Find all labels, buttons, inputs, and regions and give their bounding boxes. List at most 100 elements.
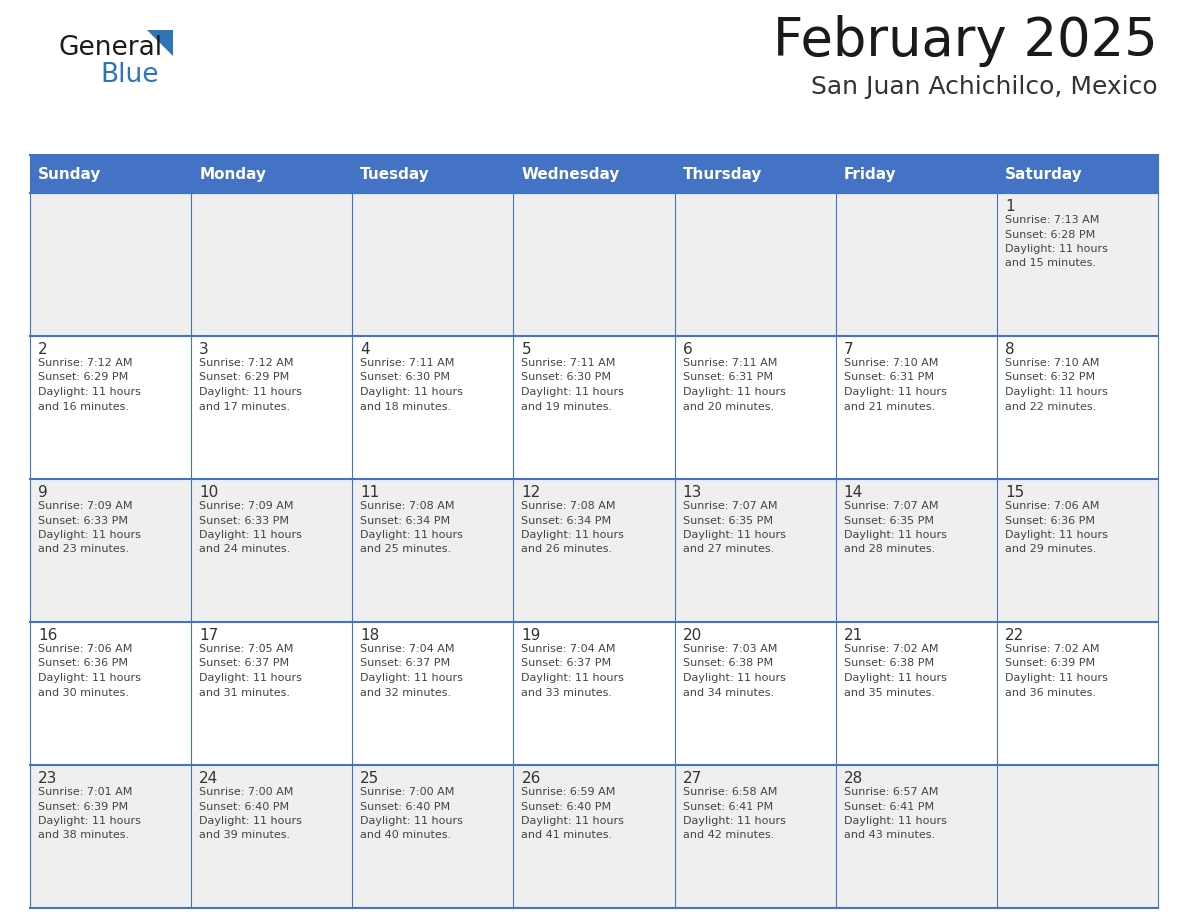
Text: Sunset: 6:30 PM: Sunset: 6:30 PM xyxy=(522,373,612,383)
Text: 23: 23 xyxy=(38,771,57,786)
Text: Daylight: 11 hours: Daylight: 11 hours xyxy=(683,387,785,397)
Bar xyxy=(191,479,353,622)
Text: and 39 minutes.: and 39 minutes. xyxy=(200,831,290,841)
Bar xyxy=(30,336,191,479)
Text: Daylight: 11 hours: Daylight: 11 hours xyxy=(843,673,947,683)
Text: Blue: Blue xyxy=(100,62,158,88)
Bar xyxy=(997,479,1158,622)
Text: Sunrise: 7:09 AM: Sunrise: 7:09 AM xyxy=(200,501,293,511)
Text: Sunset: 6:40 PM: Sunset: 6:40 PM xyxy=(200,801,289,812)
Text: Sunrise: 7:10 AM: Sunrise: 7:10 AM xyxy=(843,358,939,368)
Text: Sunrise: 7:00 AM: Sunrise: 7:00 AM xyxy=(200,787,293,797)
Text: Sunset: 6:28 PM: Sunset: 6:28 PM xyxy=(1005,230,1095,240)
Bar xyxy=(835,193,997,336)
Text: and 34 minutes.: and 34 minutes. xyxy=(683,688,773,698)
Text: 7: 7 xyxy=(843,342,853,357)
Text: Sunrise: 7:11 AM: Sunrise: 7:11 AM xyxy=(522,358,615,368)
Bar xyxy=(513,765,675,908)
Text: Tuesday: Tuesday xyxy=(360,166,430,182)
Text: and 29 minutes.: and 29 minutes. xyxy=(1005,544,1097,554)
Text: and 35 minutes.: and 35 minutes. xyxy=(843,688,935,698)
Bar xyxy=(675,765,835,908)
Text: Daylight: 11 hours: Daylight: 11 hours xyxy=(38,530,141,540)
Text: 9: 9 xyxy=(38,485,48,500)
Text: 1: 1 xyxy=(1005,199,1015,214)
Text: San Juan Achichilco, Mexico: San Juan Achichilco, Mexico xyxy=(811,75,1158,99)
Text: Daylight: 11 hours: Daylight: 11 hours xyxy=(522,387,625,397)
Text: Sunset: 6:29 PM: Sunset: 6:29 PM xyxy=(38,373,128,383)
Bar xyxy=(353,193,513,336)
Text: Sunset: 6:37 PM: Sunset: 6:37 PM xyxy=(360,658,450,668)
Text: Daylight: 11 hours: Daylight: 11 hours xyxy=(38,816,141,826)
Text: Sunset: 6:40 PM: Sunset: 6:40 PM xyxy=(360,801,450,812)
Text: and 20 minutes.: and 20 minutes. xyxy=(683,401,773,411)
Text: and 32 minutes.: and 32 minutes. xyxy=(360,688,451,698)
Bar xyxy=(675,193,835,336)
Text: and 23 minutes.: and 23 minutes. xyxy=(38,544,129,554)
Text: and 33 minutes.: and 33 minutes. xyxy=(522,688,613,698)
Text: Sunset: 6:39 PM: Sunset: 6:39 PM xyxy=(38,801,128,812)
Text: and 22 minutes.: and 22 minutes. xyxy=(1005,401,1097,411)
Text: 6: 6 xyxy=(683,342,693,357)
Text: Daylight: 11 hours: Daylight: 11 hours xyxy=(200,673,302,683)
Bar xyxy=(835,622,997,765)
Text: Sunrise: 7:10 AM: Sunrise: 7:10 AM xyxy=(1005,358,1099,368)
Text: and 27 minutes.: and 27 minutes. xyxy=(683,544,773,554)
Text: Wednesday: Wednesday xyxy=(522,166,620,182)
Bar xyxy=(513,479,675,622)
Bar xyxy=(30,622,191,765)
Text: Sunset: 6:33 PM: Sunset: 6:33 PM xyxy=(38,516,128,525)
Text: 16: 16 xyxy=(38,628,57,643)
Text: Daylight: 11 hours: Daylight: 11 hours xyxy=(360,387,463,397)
Text: Daylight: 11 hours: Daylight: 11 hours xyxy=(200,387,302,397)
Text: Sunrise: 7:11 AM: Sunrise: 7:11 AM xyxy=(683,358,777,368)
Text: Sunset: 6:41 PM: Sunset: 6:41 PM xyxy=(843,801,934,812)
Bar xyxy=(997,336,1158,479)
Bar xyxy=(997,622,1158,765)
Text: Daylight: 11 hours: Daylight: 11 hours xyxy=(522,673,625,683)
Bar xyxy=(513,622,675,765)
Text: Daylight: 11 hours: Daylight: 11 hours xyxy=(1005,387,1107,397)
Text: Sunset: 6:34 PM: Sunset: 6:34 PM xyxy=(360,516,450,525)
Text: Friday: Friday xyxy=(843,166,896,182)
Text: Sunrise: 6:58 AM: Sunrise: 6:58 AM xyxy=(683,787,777,797)
Text: Daylight: 11 hours: Daylight: 11 hours xyxy=(1005,244,1107,254)
Bar xyxy=(353,622,513,765)
Bar xyxy=(353,336,513,479)
Bar xyxy=(191,622,353,765)
Text: Daylight: 11 hours: Daylight: 11 hours xyxy=(843,816,947,826)
Bar xyxy=(191,336,353,479)
Bar xyxy=(513,336,675,479)
Text: General: General xyxy=(58,35,162,61)
Text: and 21 minutes.: and 21 minutes. xyxy=(843,401,935,411)
Bar xyxy=(513,193,675,336)
Bar xyxy=(675,479,835,622)
Text: Sunrise: 7:00 AM: Sunrise: 7:00 AM xyxy=(360,787,455,797)
Bar xyxy=(835,336,997,479)
Text: Sunset: 6:35 PM: Sunset: 6:35 PM xyxy=(843,516,934,525)
Text: Daylight: 11 hours: Daylight: 11 hours xyxy=(683,530,785,540)
Text: Sunrise: 7:04 AM: Sunrise: 7:04 AM xyxy=(360,644,455,654)
Text: Daylight: 11 hours: Daylight: 11 hours xyxy=(843,387,947,397)
Text: 17: 17 xyxy=(200,628,219,643)
Text: 27: 27 xyxy=(683,771,702,786)
Text: Sunset: 6:37 PM: Sunset: 6:37 PM xyxy=(200,658,289,668)
Text: Sunset: 6:40 PM: Sunset: 6:40 PM xyxy=(522,801,612,812)
Text: and 38 minutes.: and 38 minutes. xyxy=(38,831,129,841)
Text: 8: 8 xyxy=(1005,342,1015,357)
Bar xyxy=(835,765,997,908)
Text: and 16 minutes.: and 16 minutes. xyxy=(38,401,129,411)
Text: Sunset: 6:35 PM: Sunset: 6:35 PM xyxy=(683,516,772,525)
Text: Sunrise: 6:59 AM: Sunrise: 6:59 AM xyxy=(522,787,615,797)
Text: Sunset: 6:41 PM: Sunset: 6:41 PM xyxy=(683,801,772,812)
Text: Daylight: 11 hours: Daylight: 11 hours xyxy=(1005,530,1107,540)
Polygon shape xyxy=(147,30,173,56)
Text: Sunset: 6:30 PM: Sunset: 6:30 PM xyxy=(360,373,450,383)
Text: Sunrise: 7:08 AM: Sunrise: 7:08 AM xyxy=(360,501,455,511)
Bar xyxy=(30,155,1158,193)
Text: 5: 5 xyxy=(522,342,531,357)
Text: Sunrise: 7:12 AM: Sunrise: 7:12 AM xyxy=(200,358,293,368)
Text: and 26 minutes.: and 26 minutes. xyxy=(522,544,613,554)
Text: Sunset: 6:39 PM: Sunset: 6:39 PM xyxy=(1005,658,1095,668)
Text: and 36 minutes.: and 36 minutes. xyxy=(1005,688,1095,698)
